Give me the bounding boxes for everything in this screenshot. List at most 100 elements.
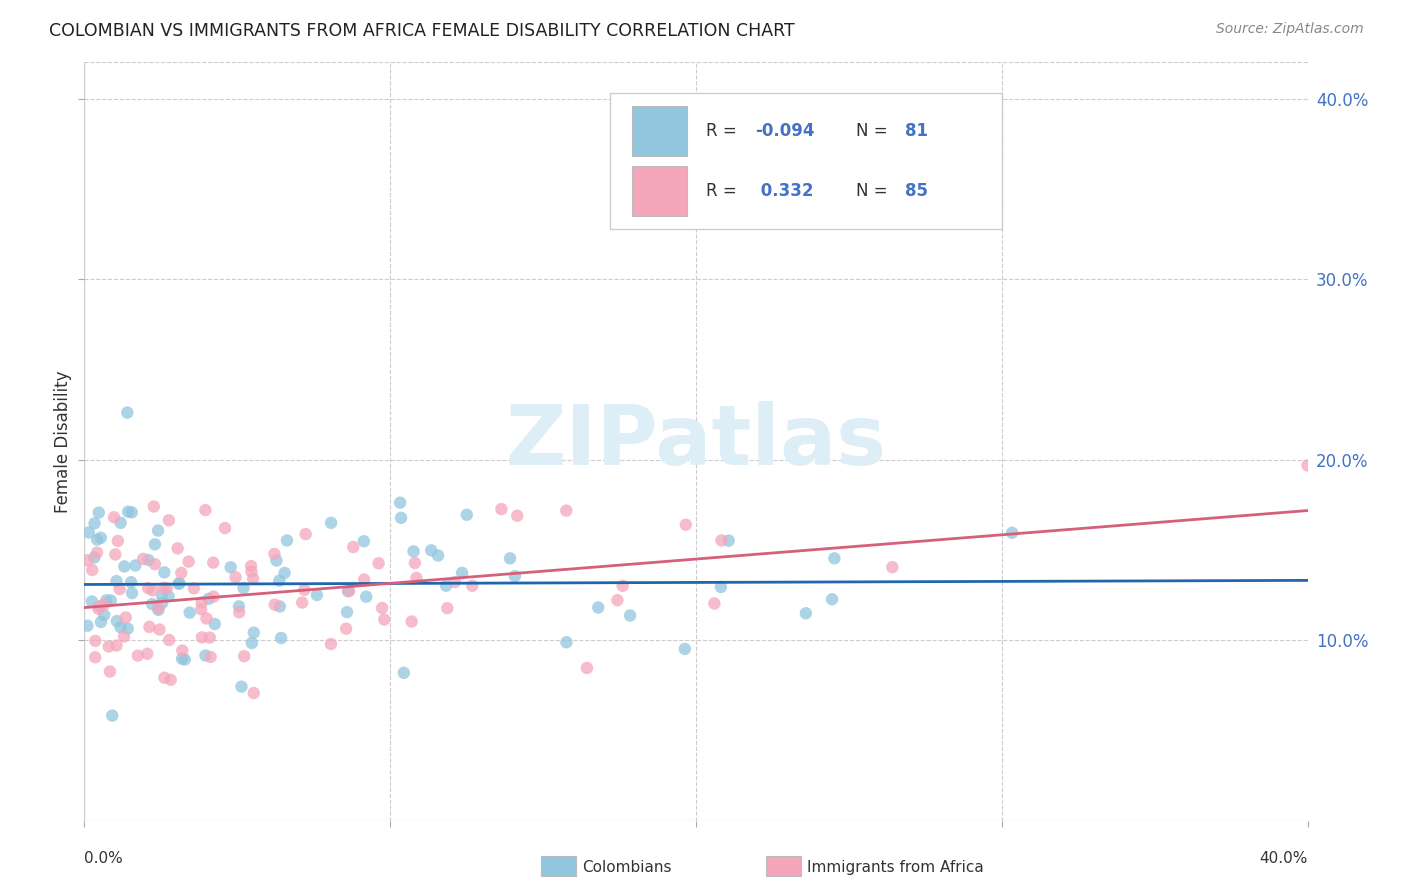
Text: 40.0%: 40.0% bbox=[1260, 851, 1308, 866]
Point bbox=[263, 547, 285, 561]
Point bbox=[794, 607, 817, 621]
Point bbox=[114, 610, 136, 624]
Point bbox=[404, 556, 426, 570]
Point bbox=[76, 618, 98, 632]
Bar bbox=[610, 93, 1002, 229]
Point bbox=[555, 635, 578, 649]
Point bbox=[159, 673, 181, 687]
Point bbox=[1001, 525, 1024, 540]
Point bbox=[270, 631, 292, 645]
Point bbox=[191, 595, 214, 609]
Bar bbox=[633, 167, 688, 216]
Point bbox=[456, 508, 478, 522]
Point bbox=[389, 495, 412, 509]
Point bbox=[195, 611, 218, 625]
Point bbox=[242, 625, 264, 640]
Text: 0.0%: 0.0% bbox=[84, 851, 124, 866]
Point bbox=[142, 583, 165, 598]
Point bbox=[353, 534, 375, 549]
Point bbox=[120, 575, 142, 590]
Point bbox=[228, 605, 250, 619]
Point bbox=[675, 517, 697, 532]
Point bbox=[575, 661, 598, 675]
Point bbox=[108, 582, 131, 596]
Point bbox=[83, 550, 105, 565]
Point bbox=[142, 500, 165, 514]
Text: 0.332: 0.332 bbox=[755, 182, 813, 200]
Point bbox=[80, 594, 103, 608]
Point bbox=[101, 708, 124, 723]
Text: 85: 85 bbox=[905, 182, 928, 200]
Point bbox=[225, 570, 247, 584]
Point bbox=[269, 599, 291, 614]
Point bbox=[555, 503, 578, 517]
Point bbox=[499, 551, 522, 566]
Point bbox=[136, 581, 159, 595]
Point bbox=[204, 617, 226, 632]
Point bbox=[389, 511, 412, 525]
Point bbox=[202, 556, 225, 570]
Point bbox=[157, 513, 180, 527]
Point bbox=[146, 524, 169, 538]
Point bbox=[143, 537, 166, 551]
Point bbox=[170, 566, 193, 580]
Point bbox=[1296, 458, 1319, 473]
Bar bbox=[633, 106, 688, 155]
Point bbox=[506, 508, 529, 523]
Point bbox=[110, 516, 132, 530]
Point bbox=[112, 559, 135, 574]
Point bbox=[104, 548, 127, 562]
Point bbox=[150, 589, 173, 603]
Point bbox=[143, 558, 166, 572]
Text: Colombians: Colombians bbox=[582, 860, 672, 874]
Point bbox=[112, 630, 135, 644]
Point bbox=[200, 649, 222, 664]
Point bbox=[405, 571, 427, 585]
Point bbox=[273, 566, 295, 580]
Point bbox=[117, 622, 139, 636]
Text: Immigrants from Africa: Immigrants from Africa bbox=[807, 860, 984, 874]
Point bbox=[434, 579, 457, 593]
Point bbox=[337, 584, 360, 599]
Point bbox=[148, 601, 170, 615]
Point bbox=[269, 574, 291, 588]
Text: -0.094: -0.094 bbox=[755, 122, 814, 140]
Text: COLOMBIAN VS IMMIGRANTS FROM AFRICA FEMALE DISABILITY CORRELATION CHART: COLOMBIAN VS IMMIGRANTS FROM AFRICA FEMA… bbox=[49, 22, 794, 40]
Point bbox=[240, 636, 263, 650]
Point bbox=[392, 665, 415, 680]
Point bbox=[263, 598, 285, 612]
Point bbox=[276, 533, 298, 548]
Text: N =: N = bbox=[856, 182, 893, 200]
Point bbox=[823, 551, 845, 566]
Point bbox=[173, 652, 195, 666]
Point bbox=[90, 615, 112, 629]
Point bbox=[291, 596, 314, 610]
Point bbox=[231, 680, 253, 694]
Point bbox=[401, 615, 423, 629]
Point bbox=[336, 605, 359, 619]
Point bbox=[87, 602, 110, 616]
Point bbox=[191, 631, 214, 645]
Point bbox=[336, 584, 359, 599]
Point bbox=[240, 559, 263, 574]
Point bbox=[232, 581, 254, 595]
Point bbox=[105, 574, 128, 588]
Point bbox=[321, 516, 343, 530]
Point bbox=[710, 533, 733, 548]
Point bbox=[86, 546, 108, 560]
Point bbox=[86, 533, 108, 547]
Point bbox=[586, 600, 609, 615]
Point bbox=[436, 601, 458, 615]
Point bbox=[342, 540, 364, 554]
Point bbox=[198, 631, 221, 645]
Point bbox=[121, 505, 143, 519]
Point bbox=[117, 505, 139, 519]
Point bbox=[294, 527, 316, 541]
Point bbox=[105, 614, 128, 628]
Point bbox=[166, 541, 188, 556]
Y-axis label: Female Disability: Female Disability bbox=[53, 370, 72, 513]
Point bbox=[156, 582, 179, 596]
Text: R =: R = bbox=[706, 182, 742, 200]
Point bbox=[242, 686, 264, 700]
Point bbox=[172, 643, 194, 657]
